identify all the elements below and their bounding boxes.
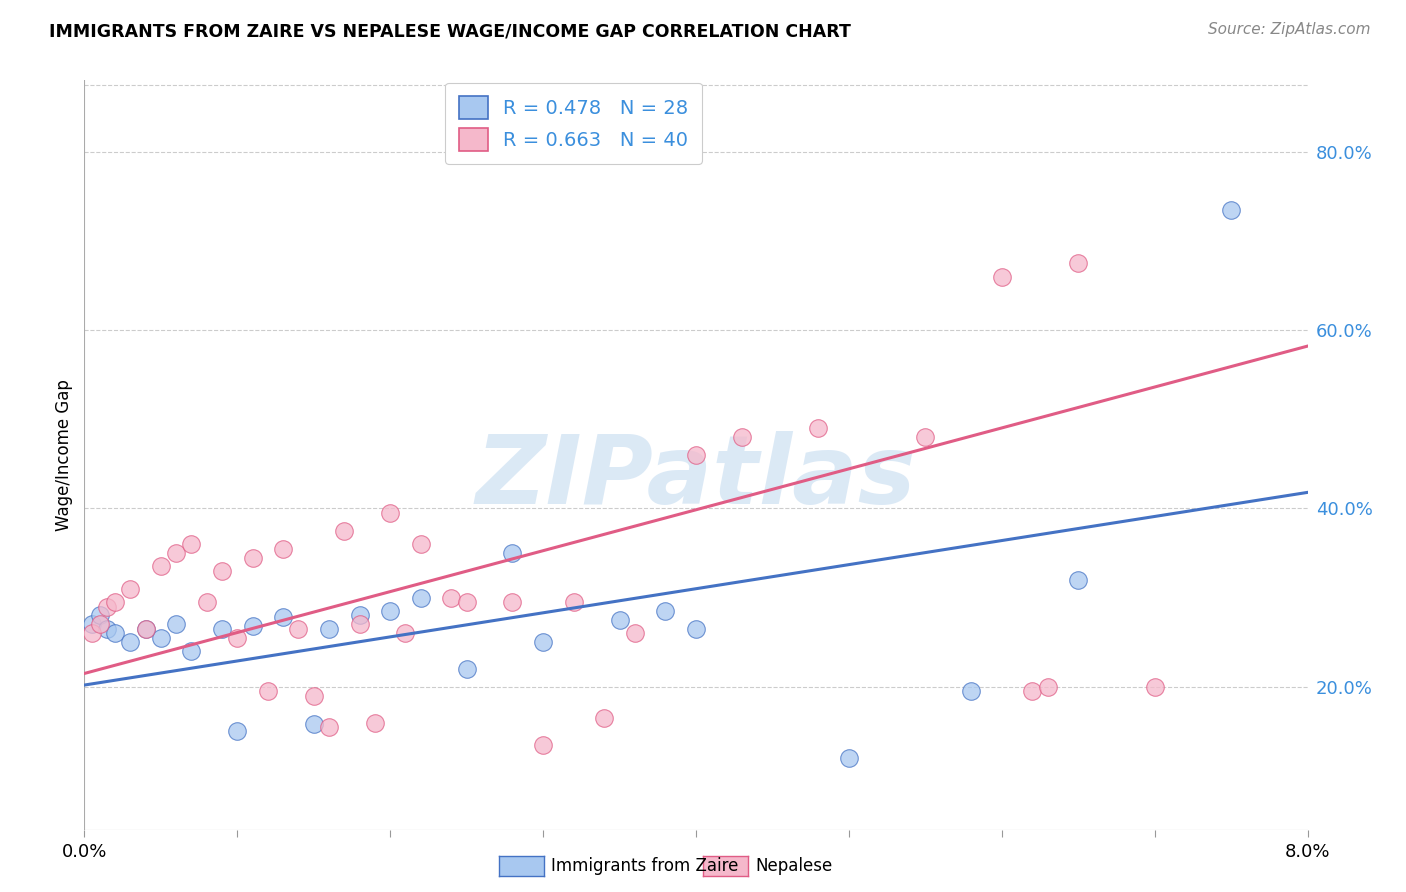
Point	[120, 635, 142, 649]
Text: IMMIGRANTS FROM ZAIRE VS NEPALESE WAGE/INCOME GAP CORRELATION CHART: IMMIGRANTS FROM ZAIRE VS NEPALESE WAGE/I…	[49, 22, 851, 40]
Point	[165, 617, 187, 632]
Point	[80, 617, 103, 632]
Text: Source: ZipAtlas.com: Source: ZipAtlas.com	[1208, 22, 1371, 37]
Point	[302, 717, 325, 731]
Point	[562, 595, 585, 609]
Point	[242, 550, 264, 565]
Y-axis label: Wage/Income Gap: Wage/Income Gap	[55, 379, 73, 531]
Point	[409, 591, 432, 605]
Point	[380, 506, 402, 520]
Point	[838, 751, 860, 765]
Point	[80, 626, 103, 640]
Point	[1220, 202, 1243, 217]
Point	[96, 599, 118, 614]
Point	[531, 738, 554, 752]
Point	[135, 622, 157, 636]
Point	[685, 448, 707, 462]
Point	[211, 564, 233, 578]
Point	[271, 541, 294, 556]
Point	[149, 631, 172, 645]
Point	[1143, 680, 1166, 694]
Point	[807, 421, 830, 435]
Point	[1036, 680, 1059, 694]
Point	[456, 662, 478, 676]
Point	[242, 619, 264, 633]
Point	[960, 684, 983, 698]
Point	[991, 269, 1014, 284]
Point	[180, 644, 202, 658]
Point	[318, 622, 340, 636]
Point	[685, 622, 707, 636]
Point	[165, 546, 187, 560]
Point	[409, 537, 432, 551]
Point	[914, 430, 936, 444]
Point	[104, 595, 127, 609]
Point	[456, 595, 478, 609]
Point	[149, 559, 172, 574]
Point	[394, 626, 416, 640]
Point	[1067, 573, 1090, 587]
Point	[1021, 684, 1043, 698]
Point	[593, 711, 616, 725]
Point	[318, 720, 340, 734]
Point	[226, 724, 249, 739]
Point	[624, 626, 647, 640]
Point	[609, 613, 631, 627]
Point	[89, 617, 111, 632]
Point	[195, 595, 218, 609]
Point	[135, 622, 157, 636]
Point	[333, 524, 356, 538]
Point	[364, 715, 387, 730]
Point	[271, 610, 294, 624]
Point	[654, 604, 676, 618]
Point	[502, 546, 524, 560]
Point	[89, 608, 111, 623]
Point	[287, 622, 309, 636]
Point	[226, 631, 249, 645]
Legend: R = 0.478   N = 28, R = 0.663   N = 40: R = 0.478 N = 28, R = 0.663 N = 40	[446, 82, 702, 164]
Point	[502, 595, 524, 609]
Point	[257, 684, 280, 698]
Point	[96, 622, 118, 636]
Point	[731, 430, 754, 444]
Point	[440, 591, 463, 605]
Point	[104, 626, 127, 640]
Point	[302, 689, 325, 703]
Point	[349, 608, 371, 623]
Text: Nepalese: Nepalese	[755, 857, 832, 875]
Point	[180, 537, 202, 551]
Text: Immigrants from Zaire: Immigrants from Zaire	[551, 857, 738, 875]
Point	[531, 635, 554, 649]
Point	[120, 582, 142, 596]
Point	[380, 604, 402, 618]
Point	[211, 622, 233, 636]
Text: ZIPatlas: ZIPatlas	[475, 431, 917, 524]
Point	[349, 617, 371, 632]
Point	[1067, 256, 1090, 270]
